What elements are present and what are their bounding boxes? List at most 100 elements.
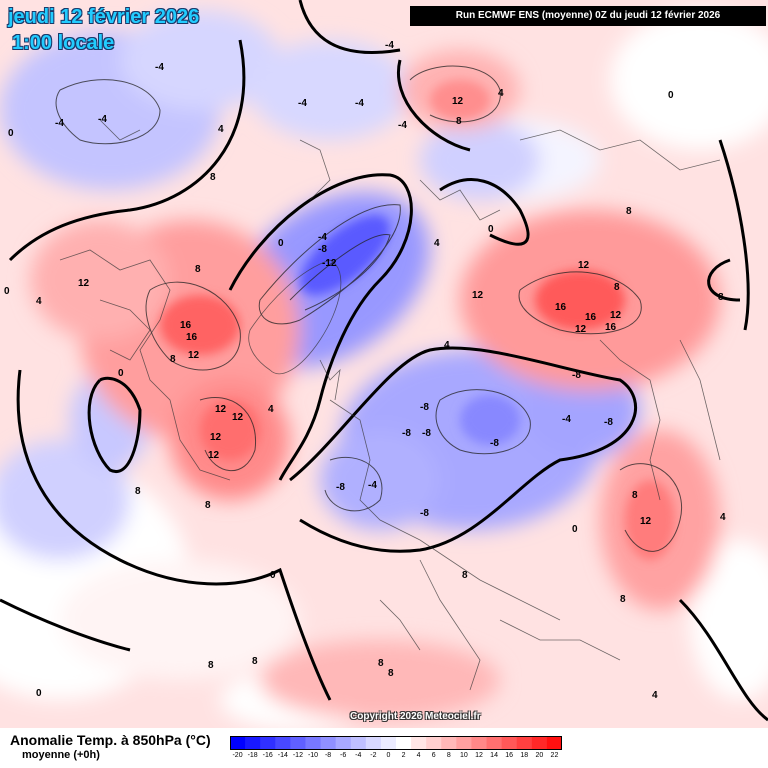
- contour-label: 0: [572, 524, 578, 535]
- contour-label: 8: [205, 500, 211, 511]
- contour-label: -4: [562, 414, 571, 425]
- contour-label: 8: [195, 264, 201, 275]
- color-scale-swatch: [471, 736, 488, 750]
- color-scale-tick-label: 12: [475, 752, 483, 759]
- contour-label: 16: [605, 322, 617, 333]
- color-scale-swatch: [230, 736, 246, 750]
- color-scale-swatch: [516, 736, 533, 750]
- contour-label: 0: [36, 688, 42, 699]
- contour-label: 8: [632, 490, 638, 501]
- contour-label: -4: [318, 232, 327, 243]
- contour-label: 4: [434, 238, 440, 249]
- color-scale-swatch: [456, 736, 472, 750]
- contour-label: 8: [135, 486, 141, 497]
- color-scale-tick-label: 18: [520, 752, 529, 759]
- color-scale-tick-label: -8: [324, 752, 332, 759]
- contour-label: 8: [378, 658, 384, 669]
- color-scale-swatch: [441, 736, 457, 750]
- contour-label: -4: [298, 98, 307, 109]
- contour-label: 12: [472, 290, 484, 301]
- color-scale-swatch: [350, 736, 367, 750]
- color-scale-tick-label: -14: [277, 752, 288, 759]
- contour-label: -4: [385, 40, 394, 51]
- contour-label: -8: [572, 370, 581, 381]
- color-scale-tick-label: -12: [292, 752, 303, 759]
- contour-label: -8: [420, 402, 429, 413]
- contour-label: -8: [604, 417, 613, 428]
- color-scale-swatch: [275, 736, 291, 750]
- color-scale-swatch: [380, 736, 397, 750]
- contour-label: 8: [456, 116, 462, 127]
- anomaly-cores: [160, 80, 675, 560]
- contour-label: 8: [462, 570, 468, 581]
- contour-label: 4: [36, 296, 42, 307]
- color-scale-tick-label: 8: [446, 752, 451, 759]
- color-scale-tick-label: 22: [550, 752, 559, 759]
- contour-label: 12: [232, 412, 244, 423]
- color-scale-tick-label: -6: [340, 752, 347, 759]
- color-scale-tick-label: 20: [535, 752, 544, 759]
- contour-label: -4: [398, 120, 407, 131]
- contour-label: 8: [626, 206, 632, 217]
- color-scale-swatch: [486, 736, 503, 750]
- contour-label: 4: [498, 88, 504, 99]
- zero-contours: [0, 0, 768, 722]
- color-scale-swatch: [531, 736, 548, 750]
- contour-label: 0: [488, 224, 494, 235]
- forecast-date: jeudi 12 février 2026: [8, 6, 200, 28]
- contour-label: 0: [278, 238, 284, 249]
- contour-label: 0: [668, 90, 674, 101]
- color-scale-swatch: [411, 736, 427, 750]
- color-scale-swatch: [501, 736, 518, 750]
- contour-label: 12: [215, 404, 227, 415]
- contour-label: 8: [614, 282, 620, 293]
- contour-label: 0: [4, 286, 10, 297]
- contour-label: 12: [610, 310, 622, 321]
- contour-label: 8: [208, 660, 214, 671]
- contour-label: -8: [336, 482, 345, 493]
- contour-label: 16: [180, 320, 192, 331]
- color-scale-tick-label: 14: [490, 752, 498, 759]
- contour-label: -8: [318, 244, 327, 255]
- contour-label: -8: [420, 508, 429, 519]
- color-scale-swatch: [335, 736, 352, 750]
- color-scale-swatch: [245, 736, 261, 750]
- contour-label: -8: [422, 428, 431, 439]
- color-scale-swatch: [260, 736, 276, 750]
- legend-subtitle: moyenne (+0h): [22, 749, 100, 761]
- contour-label: -8: [490, 438, 499, 449]
- contour-label: 16: [585, 312, 597, 323]
- color-scale-swatch: [320, 736, 337, 750]
- color-scale-tick-label: 4: [416, 752, 421, 759]
- contour-label: 4: [218, 124, 224, 135]
- color-scale-bar: [230, 736, 562, 750]
- contour-label: 16: [555, 302, 567, 313]
- contour-label: -4: [98, 114, 107, 125]
- contour-label: -4: [55, 118, 64, 129]
- contour-label: 8: [388, 668, 394, 679]
- contour-label: 16: [186, 332, 198, 343]
- model-run-banner: Run ECMWF ENS (moyenne) 0Z du jeudi 12 f…: [410, 6, 766, 26]
- color-scale-tick-label: -10: [307, 752, 319, 759]
- contour-label: 12: [188, 350, 200, 361]
- color-scale-swatch: [426, 736, 442, 750]
- color-scale-ticks: -20 -18 -16 -14 -12 -10 -8 -6 -4 -2 0 2 4 6 8 10 12 14 16 1…: [230, 752, 562, 764]
- contour-labels: -4 -4 -4 -4 -4 -4 -4 -12 -8 -4 16 16 12 …: [4, 40, 726, 701]
- contour-label: 12: [210, 432, 222, 443]
- contour-label: 12: [452, 96, 464, 107]
- color-scale-tick-label: -18: [247, 752, 258, 759]
- color-scale-tick-label: 6: [431, 752, 436, 759]
- contour-label: -4: [355, 98, 364, 109]
- secondary-contours: [55, 65, 682, 552]
- color-scale-tick-label: 0: [386, 752, 391, 759]
- color-scale-tick-label: -2: [370, 752, 377, 759]
- contour-label: 12: [78, 278, 90, 289]
- contour-label: 4: [652, 690, 658, 701]
- color-scale-swatch: [290, 736, 306, 750]
- forecast-time: 1:00 locale: [12, 32, 115, 54]
- legend-title: Anomalie Temp. à 850hPa (°C): [10, 732, 211, 748]
- color-scale-tick-label: 10: [460, 752, 468, 759]
- contour-label: 8: [620, 594, 626, 605]
- contour-label: 8: [170, 354, 176, 365]
